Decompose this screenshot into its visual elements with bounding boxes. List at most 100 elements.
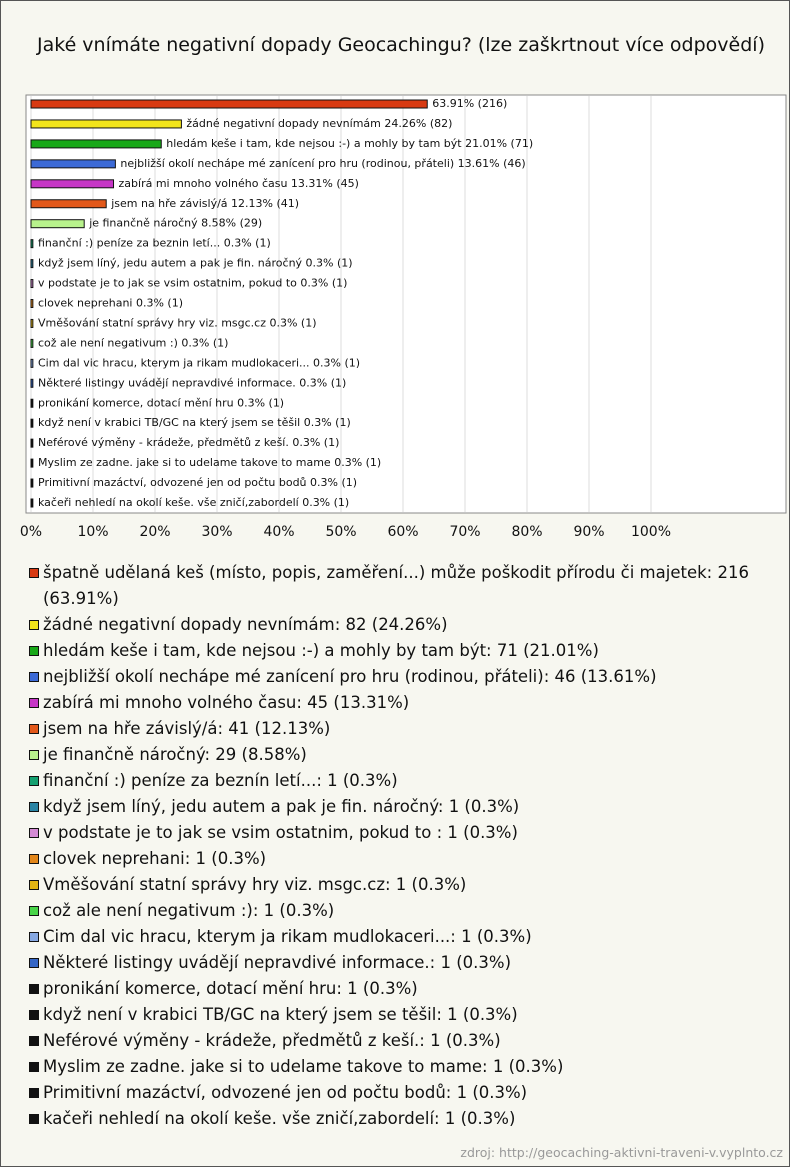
legend-label: žádné negativní dopady nevnímám: 82 (24.… [43,615,448,634]
legend-item: Primitivní mazáctví, odvozené jen od poč… [29,1080,784,1106]
bar [30,318,34,328]
legend-item: Myslim ze zadne. jake si to udelame tako… [29,1054,784,1080]
legend-item: když jsem líný, jedu autem a pak je fin.… [29,794,784,820]
bar [30,498,34,508]
legend-label: finanční :) peníze za beznín letí...: 1 … [43,771,398,790]
bar-label: žádné negativní dopady nevnímám 24.26% (… [186,117,452,130]
bar-label: Primitivní mazáctví, odvozené jen od poč… [38,476,357,489]
legend-swatch [29,1114,39,1124]
bar-label: hledám keše i tam, kde nejsou :-) a mohl… [166,137,533,150]
legend-swatch [29,1088,39,1098]
bar-label: když jsem líný, jedu autem a pak je fin.… [38,257,353,270]
bar [30,199,107,209]
x-tick-label: 10% [77,524,108,540]
legend-label: Primitivní mazáctví, odvozené jen od poč… [43,1083,528,1102]
plot-frame [25,94,787,514]
legend-label: zabírá mi mnoho volného času: 45 (13.31%… [43,693,410,712]
x-tick-label: 30% [201,524,232,540]
chart: 0% 10% 20% 30% 40% 50% 60% 70% 80% 90% 100% 63.91% … [20,94,787,540]
legend-label: Některé listingy uvádějí nepravdivé info… [43,953,512,972]
bar-label: 63.91% (216) [432,97,507,110]
bar [30,458,34,468]
legend-swatch [29,984,39,994]
bar [30,99,428,109]
bar [30,418,34,428]
x-tick-label: 20% [139,524,170,540]
bar-label: zabírá mi mnoho volného času 13.31% (45) [119,177,359,190]
bar-label: jsem na hře závislý/á 12.13% (41) [110,197,299,210]
legend-item: zabírá mi mnoho volného času: 45 (13.31%… [29,690,784,716]
x-tick-label: 70% [449,524,480,540]
bar [30,338,34,348]
x-tick-label: 40% [263,524,294,540]
bar-label: Myslim ze zadne. jake si to udelame tako… [38,456,381,469]
legend-label: nejbližší okolí nechápe mé zanícení pro … [43,667,657,686]
bar [30,378,34,388]
legend-swatch [29,750,39,760]
x-tick-label: 80% [511,524,542,540]
legend-item: když není v krabici TB/GC na který jsem … [29,1002,784,1028]
x-tick-label: 0% [20,524,42,540]
legend-label: špatně udělaná keš (místo, popis, zaměře… [43,563,749,608]
bar [30,179,115,189]
legend-item: kačeři nehledí na okolí keše. vše zničí,… [29,1106,784,1132]
bar [30,478,34,488]
legend-swatch [29,568,39,578]
legend-item: Cim dal vic hracu, kterym ja rikam mudlo… [29,924,784,950]
legend-swatch [29,672,39,682]
bar-label: což ale není negativum :) 0.3% (1) [38,336,228,349]
chart-title: Jaké vnímáte negativní dopady Geocaching… [37,34,765,56]
bar-label: clovek neprehani 0.3% (1) [38,297,183,310]
legend-swatch [29,802,39,812]
legend-swatch [29,828,39,838]
bar-label: když není v krabici TB/GC na který jsem … [38,416,351,429]
legend-item: Vměšování statní správy hry viz. msgc.cz… [29,872,784,898]
bar-label: Neférové výměny - krádeže, předmětů z ke… [38,436,339,449]
bar [30,239,34,249]
legend-swatch [29,776,39,786]
bar-label: finanční :) peníze za beznin letí... 0.3… [38,237,271,250]
x-tick-label: 90% [573,524,604,540]
bar [30,279,34,289]
legend-swatch [29,906,39,916]
legend-label: pronikání komerce, dotací mění hru: 1 (0… [43,979,418,998]
legend-item: clovek neprehani: 1 (0.3%) [29,846,784,872]
bar-label: pronikání komerce, dotací mění hru 0.3% … [38,396,284,409]
legend-item: špatně udělaná keš (místo, popis, zaměře… [29,560,784,612]
legend-label: Myslim ze zadne. jake si to udelame tako… [43,1057,564,1076]
legend-label: když jsem líný, jedu autem a pak je fin.… [43,797,520,816]
bar-label: je finančně náročný 8.58% (29) [88,217,262,230]
legend-swatch [29,1010,39,1020]
legend: špatně udělaná keš (místo, popis, zaměře… [29,560,784,1132]
legend-item: žádné negativní dopady nevnímám: 82 (24.… [29,612,784,638]
legend-swatch [29,880,39,890]
legend-label: jsem na hře závislý/á: 41 (12.13%) [43,719,331,738]
legend-item: Některé listingy uvádějí nepravdivé info… [29,950,784,976]
legend-item: což ale není negativum :): 1 (0.3%) [29,898,784,924]
bar [30,398,34,408]
legend-swatch [29,932,39,942]
legend-item: nejbližší okolí nechápe mé zanícení pro … [29,664,784,690]
bar-label: Některé listingy uvádějí nepravdivé info… [38,376,346,389]
legend-label: Cim dal vic hracu, kterym ja rikam mudlo… [43,927,532,946]
legend-label: je finančně náročný: 29 (8.58%) [43,745,307,764]
legend-swatch [29,958,39,968]
bar [30,119,182,129]
x-tick-label: 60% [387,524,418,540]
bar [30,438,34,448]
legend-swatch [29,698,39,708]
legend-item: jsem na hře závislý/á: 41 (12.13%) [29,716,784,742]
bar [30,358,34,368]
legend-item: Neférové výměny - krádeže, předmětů z ke… [29,1028,784,1054]
legend-label: Neférové výměny - krádeže, předmětů z ke… [43,1031,501,1050]
source: zdroj: http://geocaching-aktivni-traveni… [460,1145,783,1160]
bar [30,219,85,229]
x-tick-label: 100% [631,524,671,540]
bar [30,299,34,308]
legend-label: hledám keše i tam, kde nejsou :-) a mohl… [43,641,599,660]
bar [30,159,116,169]
legend-item: finanční :) peníze za beznín letí...: 1 … [29,768,784,794]
legend-swatch [29,1036,39,1046]
bar [30,139,162,149]
